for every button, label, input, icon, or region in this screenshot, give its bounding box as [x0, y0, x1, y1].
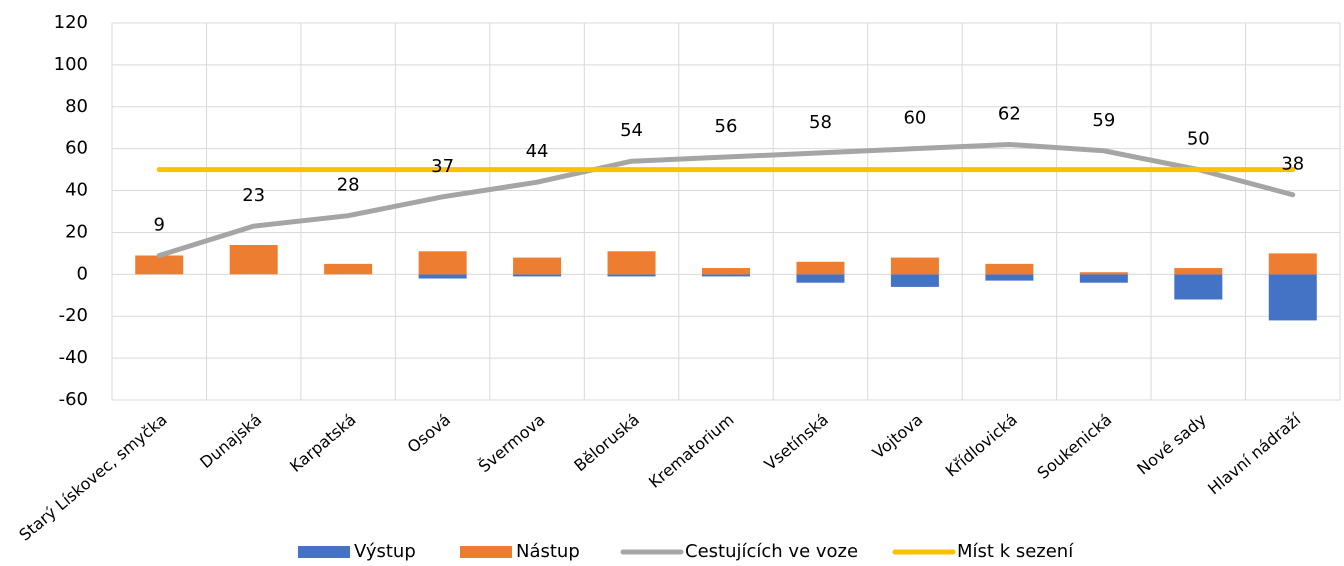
data-label: 54: [620, 120, 643, 141]
legend-label: Míst k sezení: [957, 541, 1074, 562]
data-label: 23: [242, 185, 265, 206]
x-tick-label: Vsetínská: [761, 410, 832, 474]
x-tick-label: Osová: [404, 410, 455, 457]
bar: [1268, 274, 1317, 321]
data-label: 58: [809, 112, 832, 133]
legend-swatch: [460, 546, 512, 558]
bar: [1079, 274, 1128, 283]
legend-label: Výstup: [354, 541, 416, 562]
bar: [890, 274, 939, 287]
bar: [702, 268, 750, 275]
legend-label: Nástup: [516, 541, 580, 562]
bar: [607, 251, 656, 275]
bar: [607, 274, 656, 277]
x-tick-label: Hlavní nádraží: [1204, 410, 1305, 499]
bar: [1079, 272, 1128, 275]
x-tick-label: Běloruská: [570, 410, 643, 475]
x-tick-label: Karpatská: [286, 410, 359, 476]
legend-swatch: [298, 546, 350, 558]
bar: [418, 251, 467, 275]
data-label: 59: [1092, 110, 1115, 131]
bar: [324, 263, 373, 275]
bar: [796, 274, 845, 283]
x-tick-label: Křídlovická: [942, 410, 1021, 481]
x-tick-label: Starý Lískovec, smyčka: [15, 410, 170, 545]
y-tick-label: 60: [65, 138, 88, 159]
x-tick-label: Vojtova: [869, 410, 927, 463]
data-label: 50: [1187, 129, 1210, 150]
bar: [985, 263, 1034, 275]
line: [156, 141, 1296, 258]
data-label: 9: [154, 214, 165, 235]
y-tick-label: 0: [77, 263, 88, 284]
bar: [513, 257, 562, 275]
y-tick-label: -60: [59, 389, 88, 410]
data-label: 44: [526, 141, 549, 162]
bar: [890, 257, 939, 275]
data-label: 60: [903, 108, 926, 129]
data-label: 56: [715, 116, 738, 137]
x-tick-label: Krematorium: [645, 410, 737, 492]
y-tick-label: 120: [54, 12, 88, 33]
y-tick-label: 100: [54, 54, 88, 75]
bar: [985, 274, 1034, 281]
bar: [229, 245, 278, 275]
x-tick-label: Dunajská: [196, 410, 265, 472]
data-label: 37: [431, 156, 454, 177]
data-label: 38: [1281, 154, 1304, 175]
bar: [796, 261, 845, 275]
bar: [1174, 274, 1223, 300]
bar: [513, 274, 562, 277]
y-tick-label: 80: [65, 96, 88, 117]
y-tick-label: 40: [65, 180, 88, 201]
bar: [1174, 268, 1223, 275]
legend-label: Cestujících ve voze: [685, 541, 858, 562]
data-label: 28: [337, 175, 360, 196]
bar: [135, 255, 184, 275]
x-tick-label: Švermova: [475, 410, 549, 476]
x-tick-label: Nové sady: [1133, 410, 1210, 478]
data-label: 62: [998, 103, 1021, 124]
bar: [702, 274, 750, 277]
x-tick-label: Soukenická: [1034, 410, 1116, 483]
y-tick-label: -20: [59, 305, 88, 326]
bar: [1268, 253, 1317, 275]
bar: [418, 274, 467, 279]
y-tick-label: -40: [59, 347, 88, 368]
y-tick-label: 20: [65, 221, 88, 242]
